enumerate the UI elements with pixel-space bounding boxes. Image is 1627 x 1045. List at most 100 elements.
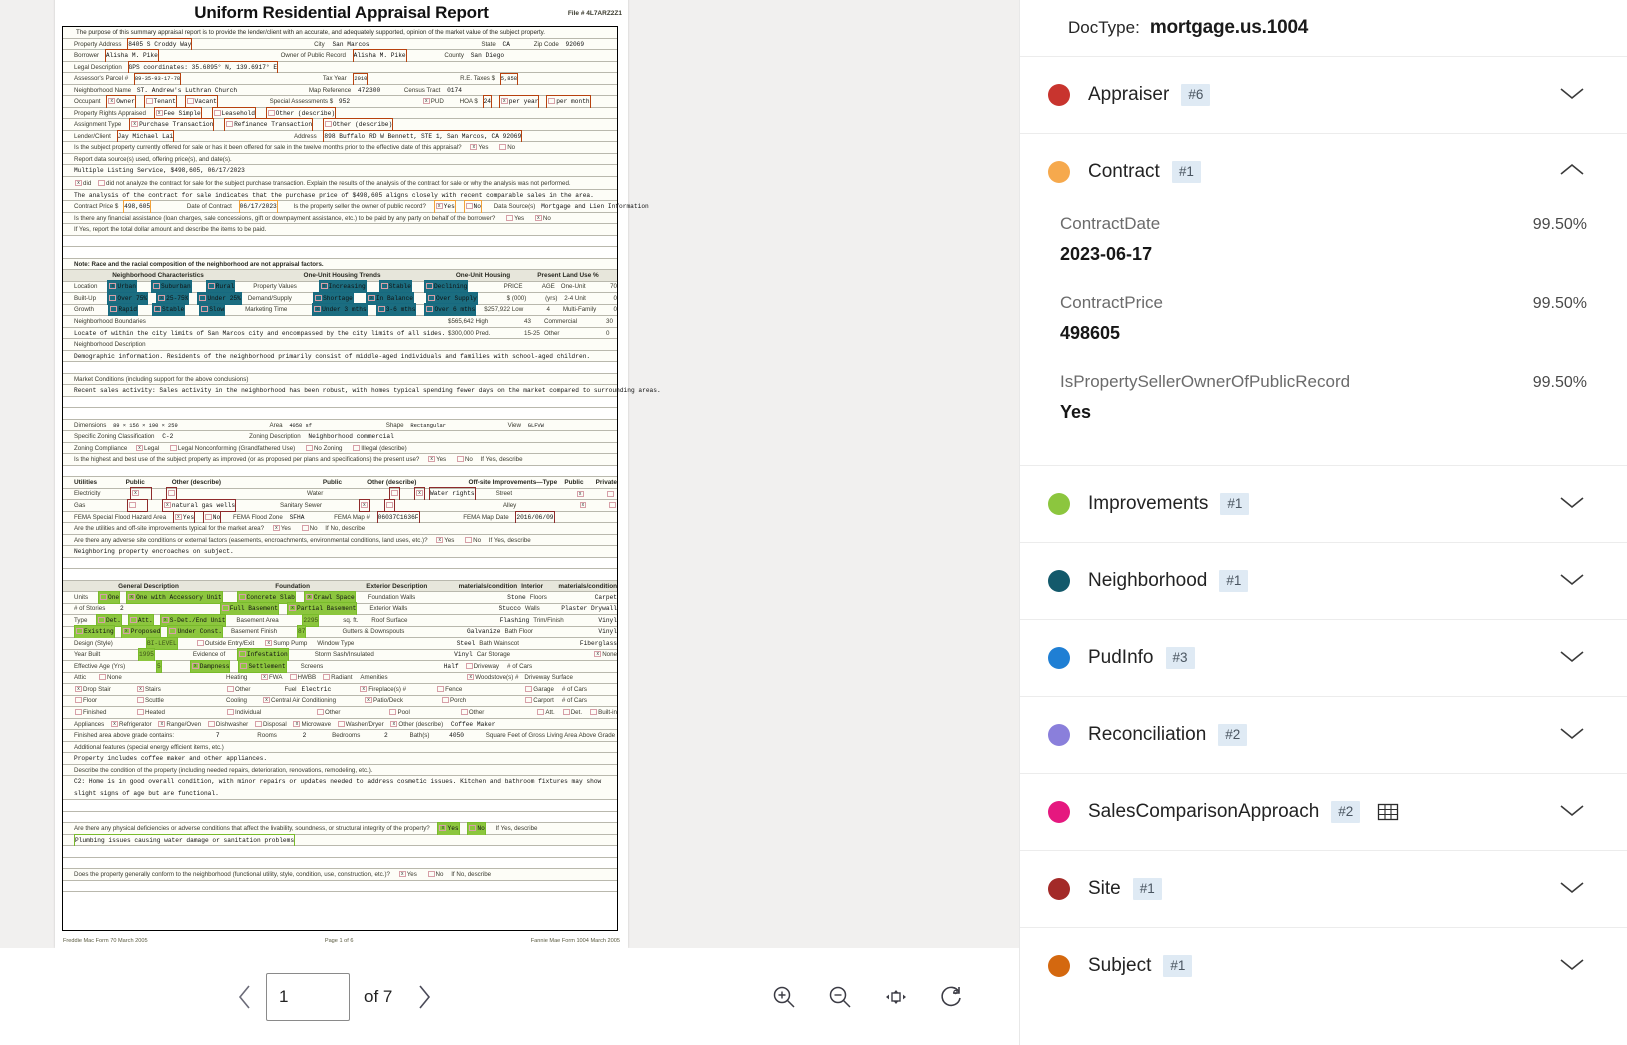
group-color-dot — [1048, 161, 1070, 183]
field-basement-area[interactable]: 2295 — [302, 613, 320, 627]
row-typical-utilities: Are the utilities and off-site improveme… — [63, 523, 617, 535]
table-view-icon[interactable] — [1376, 800, 1400, 824]
group-header-improvements[interactable]: Improvements #1 — [1020, 466, 1627, 542]
group-name: SalesComparisonApproach — [1088, 801, 1320, 822]
chevron-down-icon[interactable] — [1557, 724, 1587, 747]
group-header-subject[interactable]: Subject #1 — [1020, 928, 1627, 1004]
field-row[interactable]: ContractPrice 99.50% — [1060, 289, 1587, 313]
row-best-use: Is the highest and best use of the subje… — [63, 454, 617, 466]
chevron-down-icon[interactable] — [1557, 801, 1587, 824]
field-basement-finish[interactable]: 87 — [297, 625, 307, 638]
row-spacer-7 — [63, 557, 617, 569]
group-header-appraiser[interactable]: Appraiser #6 — [1020, 57, 1627, 133]
checkbox-did[interactable]: x — [75, 179, 82, 186]
field-lender[interactable]: Jay Michael Lai — [116, 129, 175, 143]
rotate-icon[interactable] — [937, 982, 967, 1012]
fit-to-page-icon[interactable] — [881, 982, 911, 1012]
field-design[interactable]: BI-LEVEL — [146, 636, 178, 650]
chevron-down-icon[interactable] — [1557, 493, 1587, 516]
row-contract-price: Contract Price $ 498,605 Date of Contrac… — [63, 200, 649, 213]
checkbox-pud[interactable]: x — [422, 98, 430, 105]
checkbox-vacant[interactable] — [186, 98, 194, 105]
group-header-pudinfo[interactable]: PudInfo #3 — [1020, 620, 1627, 696]
row-adverse-text: Neighboring property encroaches on subje… — [63, 546, 617, 558]
chevron-down-icon[interactable] — [1557, 570, 1587, 593]
field-row[interactable]: IsPropertySellerOwnerOfPublicRecord 99.50… — [1060, 368, 1587, 392]
previous-page-button[interactable] — [222, 975, 266, 1019]
checkbox-assign-other[interactable] — [324, 121, 332, 128]
row-spacer-1 — [63, 235, 617, 247]
checkbox-offered-yes[interactable]: x — [470, 144, 478, 151]
field-effective-age[interactable]: 5 — [156, 659, 162, 673]
group-header-neighborhood[interactable]: Neighborhood #1 — [1020, 543, 1627, 619]
field-row[interactable]: ContractDate 99.50% — [1060, 210, 1587, 234]
chevron-down-icon[interactable] — [1557, 955, 1587, 978]
field-fema-map[interactable]: 06037C1636F — [376, 510, 420, 524]
row-spacer-8 — [63, 569, 617, 581]
row-spacer-11 — [63, 846, 617, 858]
row-boundaries-value: Locate of within the city limits of San … — [63, 327, 617, 339]
chevron-down-icon[interactable] — [1557, 84, 1587, 107]
page-number-input[interactable] — [266, 972, 350, 1021]
group-count-badge: #1 — [1219, 570, 1249, 592]
checkbox-seller-owner-yes[interactable]: x — [435, 203, 443, 210]
field-deficiency-text[interactable]: Plumbing issues causing water damage or … — [74, 833, 296, 847]
field-owner[interactable]: Alisha M. Pike — [352, 49, 407, 62]
row-attic: Attic None Heating x FWA HWBB Radiant Ame… — [63, 672, 617, 684]
group-count-badge: #1 — [1163, 955, 1193, 977]
field-group-salescomparisonapproach: SalesComparisonApproach #2 — [1020, 773, 1627, 850]
next-page-button[interactable] — [402, 975, 446, 1019]
group-color-dot — [1048, 84, 1070, 106]
checkbox-seller-owner-no[interactable] — [465, 203, 473, 210]
opt-increasing[interactable]: x Increasing — [318, 280, 367, 293]
doctype-value: mortgage.us.1004 — [1149, 17, 1309, 38]
field-water-other[interactable]: Water rights — [429, 487, 476, 500]
zoom-out-icon[interactable] — [825, 982, 855, 1012]
checkbox-fee-simple[interactable]: x — [155, 109, 163, 116]
zoom-in-icon[interactable] — [769, 982, 799, 1012]
checkbox-offered-no[interactable] — [499, 144, 507, 151]
checkbox-did-not[interactable] — [98, 179, 105, 186]
field-map-ref: 472300 — [357, 86, 381, 94]
field-value[interactable]: 2023-06-17 — [1060, 244, 1153, 264]
field-legal-description[interactable]: GPS coordinates: 35.6895° N, 139.6917° E — [127, 60, 279, 74]
field-value[interactable]: Yes — [1060, 402, 1092, 422]
field-special-assessments: 952 — [338, 98, 351, 105]
chevron-down-icon[interactable] — [1557, 878, 1587, 901]
field-fema-date[interactable]: 2016/06/09 — [515, 510, 555, 524]
checkbox-purchase[interactable]: x — [131, 121, 139, 128]
checkbox-assist-no[interactable]: x — [534, 214, 542, 221]
checkbox-owner[interactable]: x — [108, 98, 116, 105]
row-status: Existing x Proposed Under Const. Basement… — [63, 625, 617, 638]
row-report-source-label: Report data source(s) used, offering pri… — [63, 153, 617, 165]
field-key: ContractDate — [1060, 214, 1161, 233]
group-count-badge: #6 — [1181, 84, 1211, 106]
row-type: Type Det. Att. x S-Det./End Unit Basement… — [63, 613, 617, 627]
checkbox-refinance[interactable] — [226, 121, 234, 128]
field-contract-date[interactable]: 06/17/2023 — [238, 200, 278, 213]
group-header-reconciliation[interactable]: Reconciliation #2 — [1020, 697, 1627, 773]
chevron-down-icon[interactable] — [1557, 647, 1587, 670]
checkbox-assist-yes[interactable] — [506, 214, 514, 221]
group-header-contract[interactable]: Contract #1 — [1020, 134, 1627, 210]
checkbox-rights-other[interactable] — [267, 109, 275, 116]
row-spacer-13 — [63, 880, 617, 892]
doctype-label: DocType: — [1068, 18, 1140, 37]
field-lender-address[interactable]: 898 Buffalo RD W Bennett, STE 1, San Mar… — [323, 129, 523, 143]
doctype-row: DocType: mortgage.us.1004 — [1020, 0, 1627, 56]
checkbox-tenant[interactable] — [145, 98, 153, 105]
field-value[interactable]: 498605 — [1060, 323, 1121, 343]
field-group-contract: Contract #1 ContractDate 99.50% 2023-06-17 Co… — [1020, 133, 1627, 465]
field-year-built[interactable]: 1995 — [138, 648, 155, 661]
group-count-badge: #2 — [1218, 724, 1248, 746]
group-color-dot — [1048, 955, 1070, 977]
row-appliances: Appliances x Refrigerator x Range/Oven Dis… — [63, 718, 617, 730]
chevron-up-icon[interactable] — [1557, 161, 1587, 184]
checkbox-leasehold[interactable] — [213, 109, 221, 116]
field-hoa[interactable]: 24 — [482, 95, 493, 108]
document-canvas[interactable]: Uniform Residential Appraisal Report Fil… — [0, 0, 1019, 948]
group-header-site[interactable]: Site #1 — [1020, 851, 1627, 927]
row-lender: Lender/Client Jay Michael Lai Address 89… — [63, 129, 617, 143]
group-header-salescomparisonapproach[interactable]: SalesComparisonApproach #2 — [1020, 774, 1627, 850]
field-contract-price[interactable]: 498,605 — [123, 200, 152, 213]
